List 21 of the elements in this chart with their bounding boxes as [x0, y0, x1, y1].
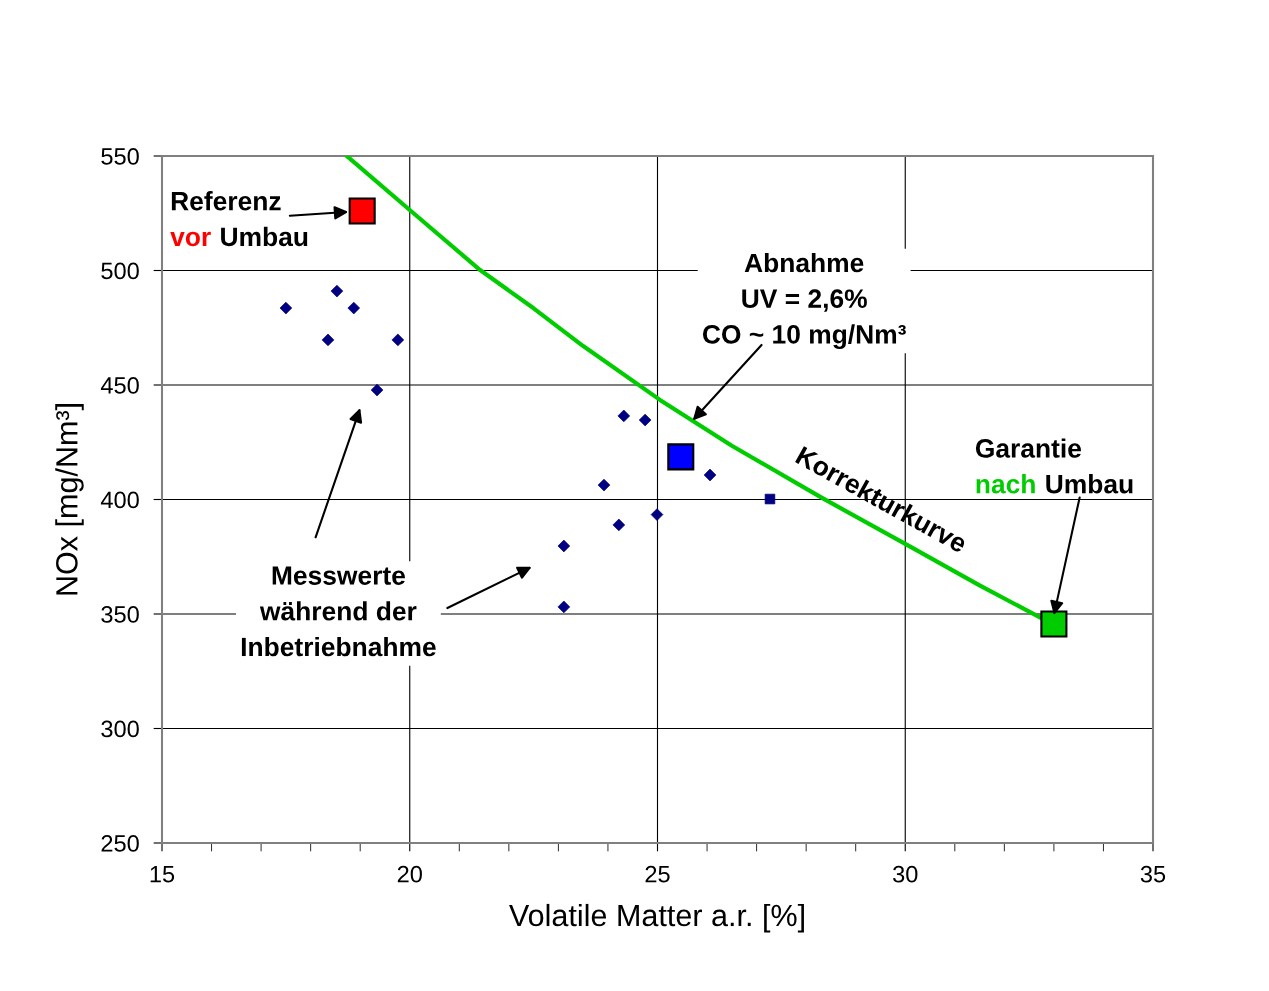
y-tick-label: 400 — [100, 491, 139, 509]
y-tick-label: 550 — [101, 148, 139, 165]
annotation: Referenz vor Umbau — [170, 191, 308, 247]
x-tick-label: 15 — [150, 866, 175, 883]
y-tick-label: 500 — [101, 262, 139, 280]
annotation: Garantie nach Umbau — [975, 438, 1133, 494]
y-axis-title: NOx [mg/Nm³] — [55, 404, 84, 595]
x-tick-label: 20 — [397, 865, 422, 883]
annotation: Messwerte während der Inbetriebnahme — [241, 566, 436, 657]
y-tick-label: 350 — [101, 606, 139, 623]
point — [1040, 610, 1068, 638]
y-tick-label: 450 — [100, 377, 139, 394]
y-tick-label: 250 — [101, 835, 139, 852]
x-tick-label: 25 — [645, 865, 670, 883]
point — [667, 443, 695, 471]
x-tick-label: 35 — [1140, 865, 1166, 883]
annotation: Abnahme UV = 2,6% CO ~ 10 mg/Nm³ — [702, 252, 906, 350]
x-axis-title: Volatile Matter a.r. [%] — [509, 903, 804, 933]
x-tick-label: 30 — [893, 865, 918, 883]
y-tick-label: 300 — [101, 720, 139, 738]
point — [348, 197, 376, 225]
